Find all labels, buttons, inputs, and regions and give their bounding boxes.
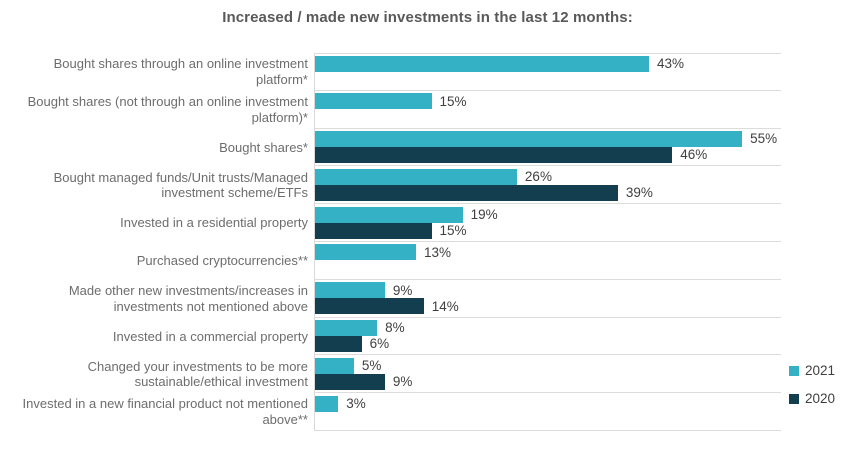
chart-row: Bought shares (not through an online inv… <box>0 90 790 129</box>
category-label: Bought shares (not through an online inv… <box>27 94 308 125</box>
value-label-2021: 43% <box>656 56 684 72</box>
bar-2021 <box>315 395 339 412</box>
category-label: Invested in a commercial property <box>112 328 308 344</box>
plot-cell: 43% <box>314 53 781 91</box>
bar-slot-2021: 8% <box>315 319 781 336</box>
chart-row: Changed your investments to be more sust… <box>0 355 790 394</box>
chart-title: Increased / made new investments in the … <box>222 9 633 26</box>
plot-cell: 55% 46% <box>314 128 781 167</box>
bar-slot-2021: 13% <box>315 244 781 261</box>
plot-cell: 19% 15% <box>314 204 781 242</box>
category-label: Made other new investments/increases in … <box>68 283 308 314</box>
value-label-2020: 6% <box>369 336 390 352</box>
bar-2021 <box>315 168 517 185</box>
value-label-2021: 19% <box>470 207 498 223</box>
value-label-2021: 9% <box>392 282 413 298</box>
chart-row: Invested in a residential property 19% 15% <box>0 204 790 242</box>
value-label-2021: 26% <box>524 169 552 185</box>
bar-2021 <box>315 357 354 374</box>
legend-label-2021: 2021 <box>805 363 836 378</box>
value-label-2020: 14% <box>431 298 459 314</box>
bar-slot-2020: 9% <box>315 373 781 390</box>
value-label-2020: 15% <box>439 223 467 239</box>
legend: 2021 2020 <box>789 363 835 406</box>
plot-cell: 13% <box>314 241 781 280</box>
chart-row: Invested in a commercial property 8% 6% <box>0 317 790 356</box>
value-label-2020: 46% <box>680 147 708 163</box>
chart-row: Invested in a new financial product not … <box>0 393 790 431</box>
bar-slot-2020 <box>315 109 781 125</box>
category-label: Purchased cryptocurrencies** <box>136 253 308 269</box>
plot-cell: 8% 6% <box>314 317 781 356</box>
value-label-2020: 9% <box>392 374 413 390</box>
bar-slot-2020: 6% <box>315 335 781 352</box>
bar-slot-2021: 55% <box>315 130 781 147</box>
value-label-2020: 39% <box>625 185 653 201</box>
value-label-2021: 15% <box>439 93 467 109</box>
bar-slot-2020: 39% <box>315 184 781 201</box>
chart-row: Made other new investments/increases in … <box>0 279 790 318</box>
bar-slot-2020: 15% <box>315 222 781 239</box>
bar-2021 <box>315 282 385 299</box>
value-label-2021: 8% <box>385 320 405 336</box>
bar-slot-2021: 9% <box>315 282 781 299</box>
category-label: Bought managed funds/Unit trusts/Managed… <box>53 169 308 201</box>
plot-cell: 26% 39% <box>314 166 781 205</box>
bar-2020 <box>315 184 618 201</box>
category-label: Invested in a new financial product not … <box>22 396 308 428</box>
legend-item-2020: 2020 <box>789 391 835 406</box>
chart-row: Bought shares* 55% 46% <box>0 128 790 167</box>
legend-item-2021: 2021 <box>789 363 835 378</box>
chart-row: Bought shares through an online investme… <box>0 53 790 91</box>
bar-slot-2020 <box>315 412 781 428</box>
category-label: Changed your investments to be more sust… <box>87 358 308 390</box>
plot-cell: 5% 9% <box>314 355 781 394</box>
legend-swatch-2021 <box>789 365 799 376</box>
bar-2020 <box>315 146 673 163</box>
value-label-2021: 5% <box>361 358 382 374</box>
bar-2021 <box>315 130 743 147</box>
category-label: Bought shares through an online investme… <box>53 56 308 87</box>
plot-cell: 3% <box>314 393 781 431</box>
bar-2020 <box>315 222 432 239</box>
bar-slot-2020 <box>315 260 781 276</box>
bar-slot-2020 <box>315 72 781 88</box>
bar-slot-2021: 5% <box>315 357 781 374</box>
bar-2020 <box>315 335 362 352</box>
bar-2021 <box>315 206 463 223</box>
chart-row: Purchased cryptocurrencies** 13% <box>0 241 790 280</box>
bar-2020 <box>315 373 385 390</box>
bar-slot-2021: 43% <box>315 55 781 72</box>
bar-slot-2020: 14% <box>315 298 781 315</box>
bar-slot-2021: 3% <box>315 395 781 412</box>
value-label-2021: 13% <box>423 244 451 260</box>
bar-2021 <box>315 319 378 336</box>
category-label: Bought shares* <box>219 139 308 155</box>
value-label-2021: 55% <box>750 131 778 147</box>
category-label: Invested in a residential property <box>120 215 308 231</box>
value-label-2021: 3% <box>346 396 366 412</box>
plot-cell: 15% <box>314 90 781 129</box>
legend-swatch-2020 <box>789 393 799 404</box>
legend-label-2020: 2020 <box>805 391 836 406</box>
bar-2020 <box>315 298 424 315</box>
bar-slot-2021: 15% <box>315 93 781 110</box>
chart-rows: Bought shares through an online investme… <box>0 53 790 431</box>
plot-cell: 9% 14% <box>314 279 781 318</box>
chart-row: Bought managed funds/Unit trusts/Managed… <box>0 166 790 205</box>
bar-2021 <box>315 244 416 261</box>
bar-slot-2020: 46% <box>315 146 781 163</box>
bar-slot-2021: 19% <box>315 206 781 223</box>
bar-slot-2021: 26% <box>315 168 781 185</box>
bar-2021 <box>315 55 649 72</box>
bar-2021 <box>315 93 432 110</box>
